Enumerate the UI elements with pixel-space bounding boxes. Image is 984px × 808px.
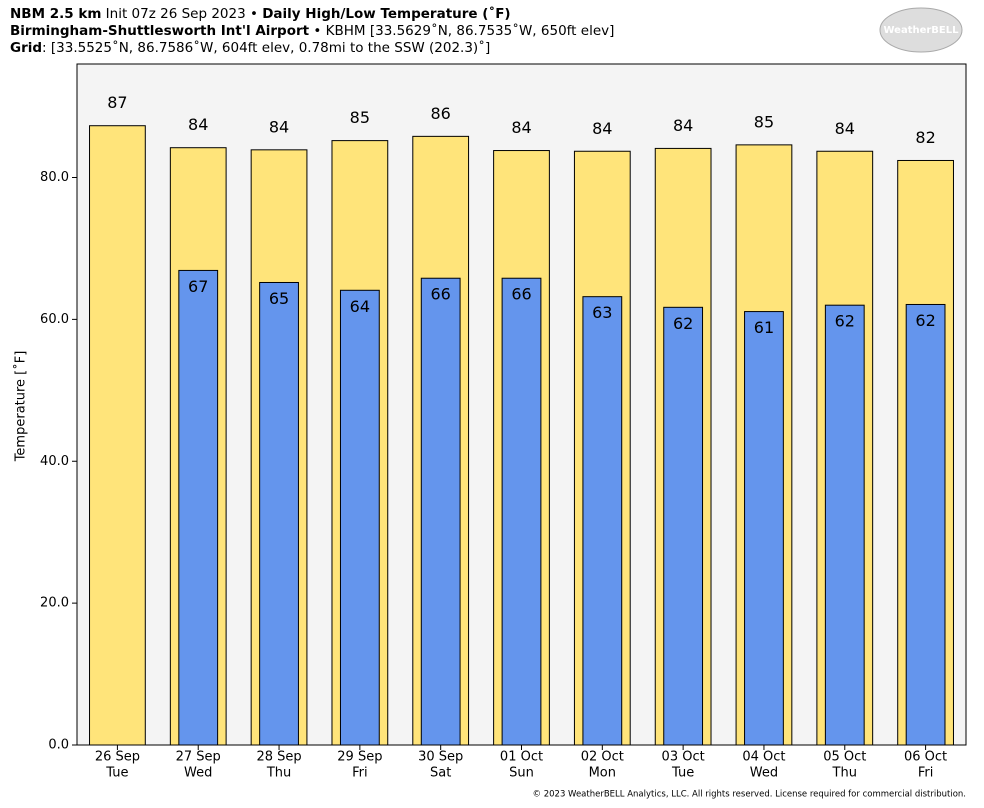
data-label: 61 [754,318,774,337]
y-tick-label: 20.0 [40,596,69,611]
data-label: 66 [511,285,531,304]
y-tick-label: 0.0 [48,738,69,753]
low-bar [905,303,946,746]
x-tick-sublabel: Thu [832,766,857,781]
data-label: 84 [592,119,612,138]
data-label: 62 [835,312,855,331]
plot-frame [76,63,967,746]
x-tick-label: 04 Oct [742,750,785,765]
low-bar [420,277,461,746]
low-bar [178,269,219,746]
low-bar [259,281,299,746]
data-label: 86 [431,104,451,123]
logo-badge [879,7,963,53]
x-tick-label: 26 Sep [95,750,140,765]
low-bar [663,306,704,746]
footer: © 2023 WeatherBELL Analytics, LLC. All r… [533,790,966,800]
x-tick-sublabel: Thu [266,766,291,781]
title-part: Grid [10,40,42,56]
title-line: Birmingham-Shuttlesworth Int'l Airport •… [10,22,614,39]
title-line: NBM 2.5 km Init 07z 26 Sep 2023 • Daily … [10,5,511,22]
title-part: NBM 2.5 km [10,6,101,22]
y-tick-label: 40.0 [40,454,69,469]
data-label: 82 [915,128,935,147]
data-label: 62 [915,311,935,330]
data-label: 85 [350,108,370,127]
x-tick-label: 03 Oct [662,750,705,765]
x-tick-sublabel: Fri [918,766,934,781]
title-part: Birmingham-Shuttlesworth Int'l Airport [10,23,310,39]
data-label: 84 [835,119,855,138]
y-tick-label: 80.0 [40,170,69,185]
x-tick-label: 28 Sep [256,750,301,765]
x-tick-label: 27 Sep [176,750,221,765]
high-bar [89,125,146,746]
low-bar [501,277,542,746]
x-tick-sublabel: Wed [184,766,212,781]
x-tick-sublabel: Fri [352,766,368,781]
x-tick-label: 06 Oct [904,750,947,765]
title-part: • KBHM [33.5629˚N, 86.7535˚W, 650ft elev… [309,22,614,39]
low-bar [582,296,623,746]
x-tick-sublabel: Tue [105,766,128,781]
x-tick-label: 05 Oct [823,750,866,765]
y-axis-label: Temperature [˚F] [13,351,29,463]
low-bar [824,304,865,746]
low-bar [744,311,784,746]
data-label: 66 [431,285,451,304]
x-tick-label: 29 Sep [337,750,382,765]
data-label: 65 [269,289,289,308]
title-part: : [33.5525˚N, 86.7586˚W, 604ft elev, 0.7… [42,39,490,56]
x-tick-label: 02 Oct [581,750,624,765]
y-tick-label: 60.0 [40,312,69,327]
low-bar [339,289,380,746]
title-part: Init 07z 26 Sep 2023 • [101,6,262,22]
data-label: 84 [188,115,208,134]
x-tick-sublabel: Sun [509,766,534,781]
x-tick-sublabel: Sat [430,766,451,781]
x-tick-sublabel: Wed [750,766,778,781]
title-line: Grid: [33.5525˚N, 86.7586˚W, 604ft elev,… [10,39,490,56]
data-label: 84 [511,118,531,137]
data-label: 87 [107,93,127,112]
x-tick-label: 30 Sep [418,750,463,765]
data-label: 67 [188,277,208,296]
data-label: 63 [592,303,612,322]
x-tick-sublabel: Mon [589,766,616,781]
x-tick-label: 01 Oct [500,750,543,765]
logo: WeatherBELL [883,25,959,36]
data-label: 84 [269,117,289,136]
data-label: 62 [673,314,693,333]
title-part: Daily High/Low Temperature (˚F) [262,5,510,22]
data-label: 84 [673,116,693,135]
data-label: 64 [350,297,370,316]
data-label: 85 [754,112,774,131]
x-tick-sublabel: Tue [671,766,694,781]
